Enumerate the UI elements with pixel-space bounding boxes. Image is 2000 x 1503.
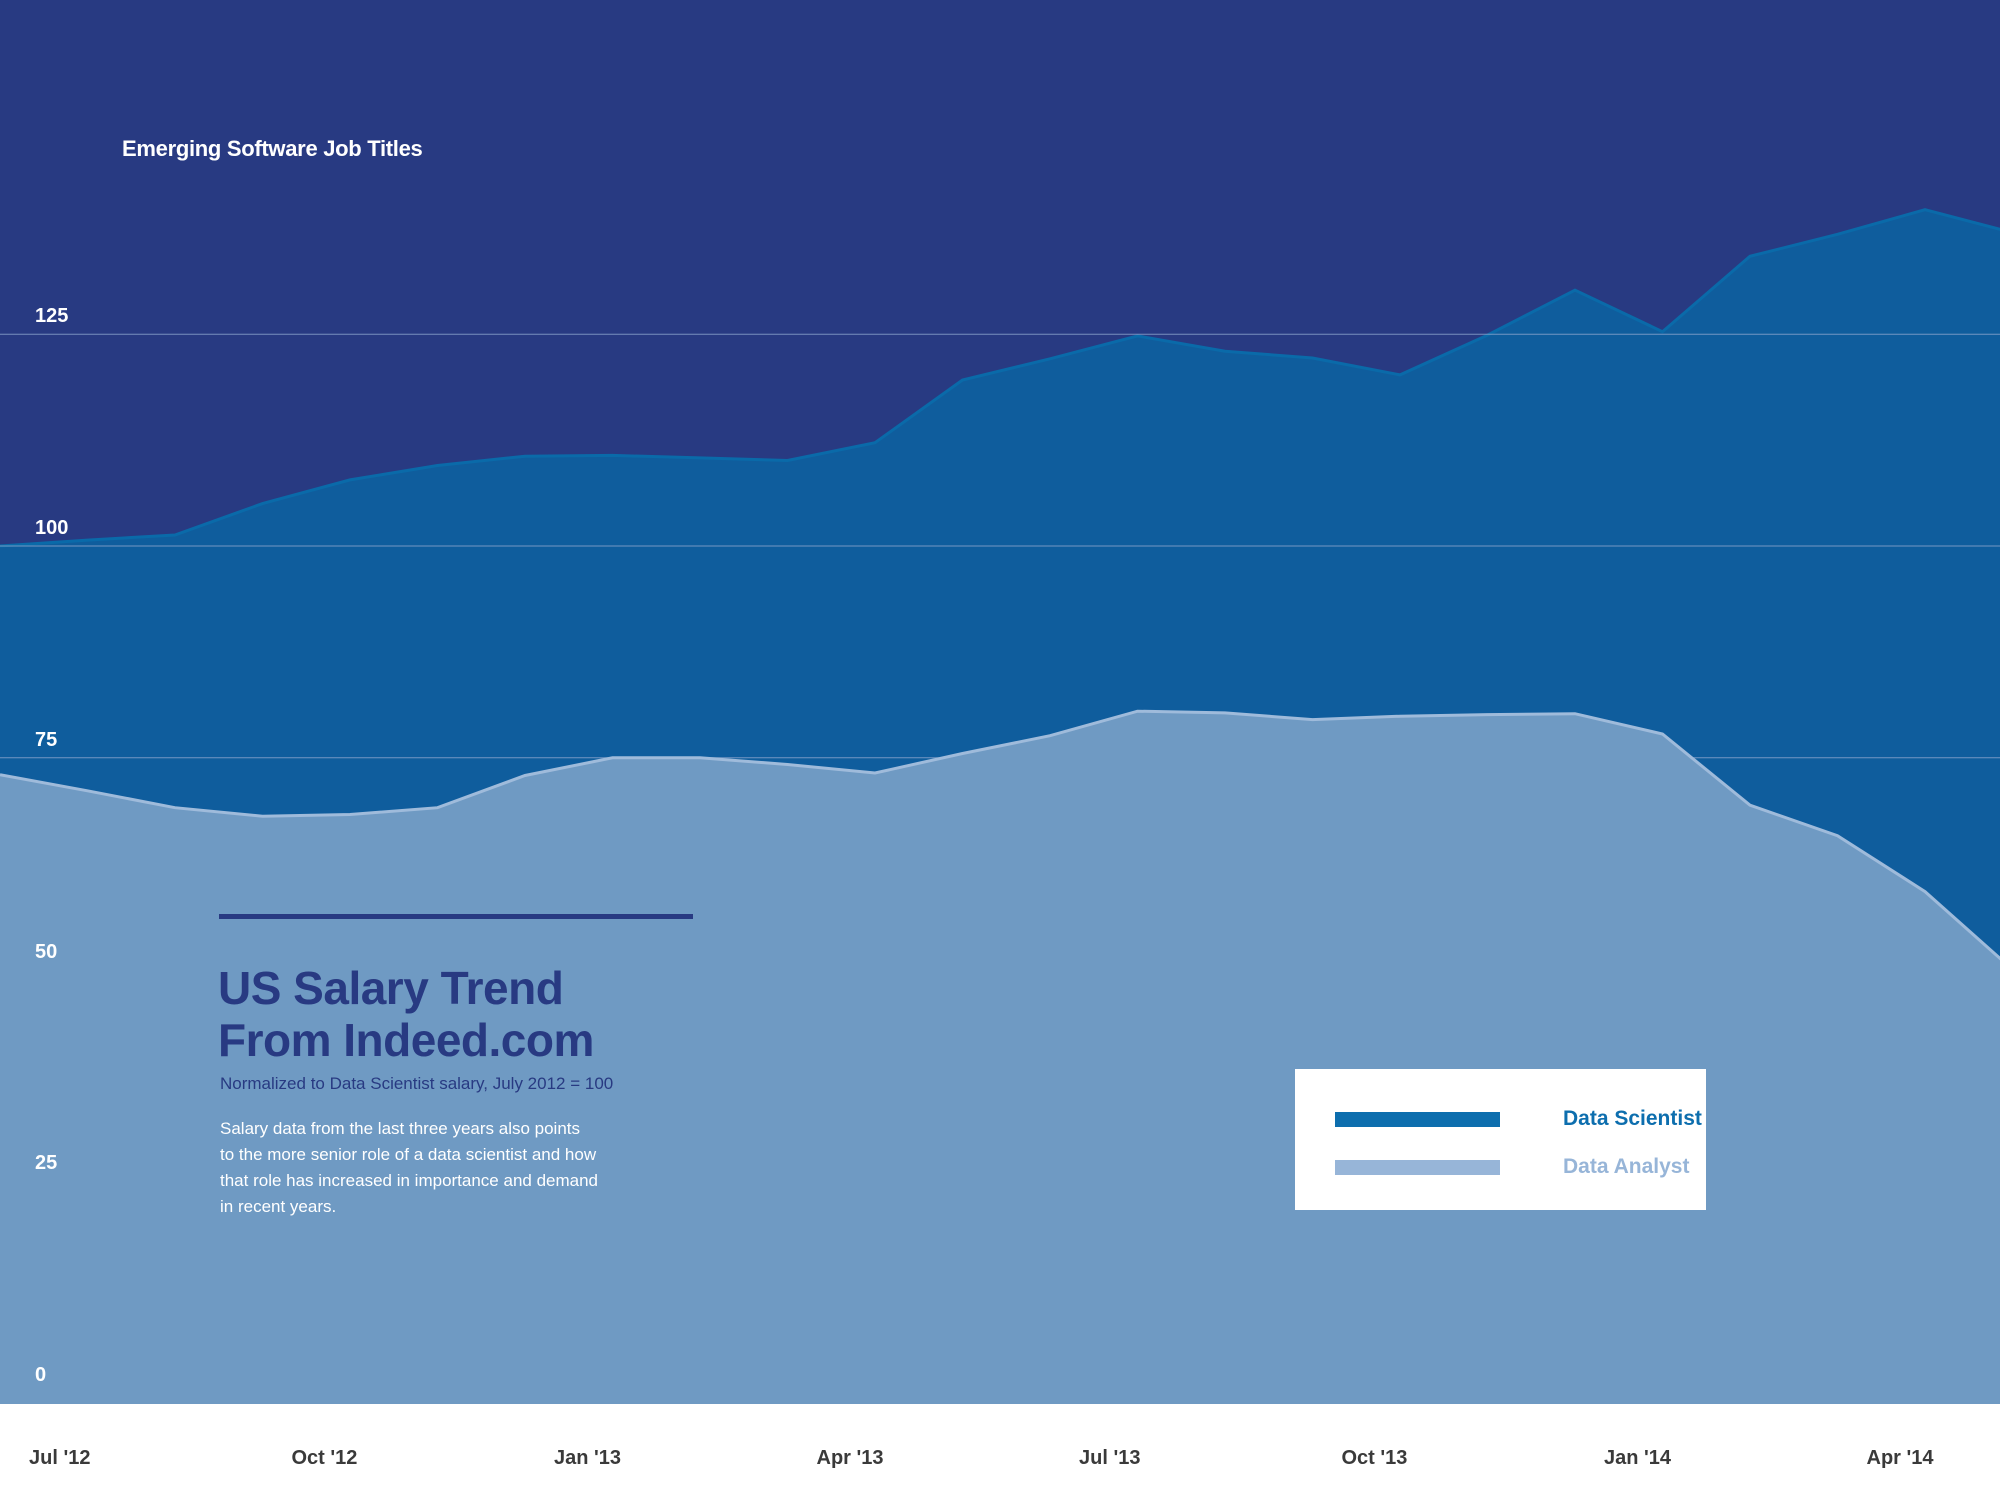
y-tick-label: 100	[35, 517, 69, 539]
x-axis-band	[0, 1404, 2000, 1503]
x-tick-label: Jan '13	[554, 1447, 622, 1469]
x-tick-label: Apr '13	[816, 1447, 884, 1469]
description: Salary data from the last three years al…	[220, 1116, 660, 1220]
y-tick-label: 25	[35, 1152, 58, 1175]
legend-label-data-scientist: Data Scientist	[1563, 1107, 1702, 1130]
y-tick-label: 75	[35, 728, 58, 751]
legend-label-data-analyst: Data Analyst	[1563, 1155, 1690, 1178]
description-line-3: that role has increased in importance an…	[220, 1171, 599, 1190]
y-tick-label: 0	[35, 1364, 47, 1386]
line-data-analyst	[0, 709, 2000, 961]
headline-rule	[219, 914, 693, 919]
chart-title: Emerging Software Job Titles	[122, 136, 423, 161]
x-tick-label: Jul '12	[29, 1447, 91, 1469]
x-tick-label: Jan '14	[1604, 1447, 1672, 1469]
headline-line-1: US Salary Trend	[218, 962, 564, 1014]
x-tick-label: Apr '14	[1866, 1447, 1934, 1469]
y-tick-label: 50	[35, 940, 58, 963]
description-line-4: in recent years.	[220, 1197, 337, 1216]
description-line-2: to the more senior role of a data scient…	[220, 1145, 597, 1164]
y-tick-label: 125	[35, 305, 69, 328]
headline: US Salary Trend From Indeed.com	[218, 962, 738, 1066]
description-line-1: Salary data from the last three years al…	[220, 1119, 581, 1138]
line-data-scientist	[0, 208, 2000, 548]
subtitle: Normalized to Data Scientist salary, Jul…	[220, 1074, 614, 1093]
legend-swatch-data-scientist	[1335, 1112, 1500, 1127]
headline-line-2: From Indeed.com	[218, 1014, 594, 1066]
x-tick-label: Oct '12	[291, 1447, 358, 1469]
x-tick-label: Oct '13	[1341, 1447, 1408, 1469]
legend: Data Scientist Data Analyst	[1295, 1069, 1706, 1210]
x-tick-label: Jul '13	[1079, 1447, 1141, 1469]
area-data-analyst	[0, 711, 2000, 1404]
legend-swatch-data-analyst	[1335, 1160, 1500, 1175]
